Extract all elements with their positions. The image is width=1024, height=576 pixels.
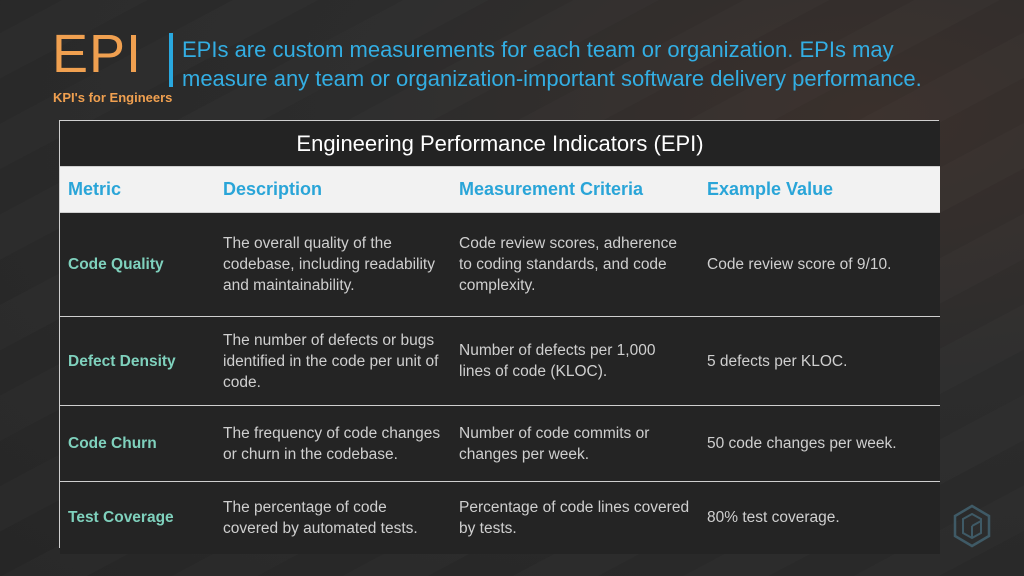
- row-metric: Defect Density: [60, 316, 215, 406]
- row-example: 80% test coverage.: [699, 481, 941, 554]
- table-row: Defect Density The number of defects or …: [60, 316, 941, 406]
- tagline-line-2: measure any team or organization-importa…: [182, 66, 922, 91]
- logo-subtitle: KPI's for Engineers: [53, 90, 173, 105]
- column-header-metric: Metric: [60, 166, 215, 213]
- row-metric: Test Coverage: [60, 481, 215, 554]
- table-row: Code Quality The overall quality of the …: [60, 212, 941, 317]
- column-header-criteria: Measurement Criteria: [451, 166, 699, 213]
- table-header-row: Metric Description Measurement Criteria …: [60, 166, 941, 213]
- logo-title: EPI: [52, 24, 143, 84]
- table-title-row: Engineering Performance Indicators (EPI): [60, 121, 941, 167]
- tagline: EPIs are custom measurements for each te…: [182, 35, 982, 93]
- row-criteria: Number of defects per 1,000 lines of cod…: [451, 316, 699, 406]
- row-metric: Code Quality: [60, 212, 215, 317]
- row-metric: Code Churn: [60, 405, 215, 482]
- hexagon-logo-icon: [953, 504, 991, 548]
- row-criteria: Percentage of code lines covered by test…: [451, 481, 699, 554]
- table-row: Test Coverage The percentage of code cov…: [60, 481, 941, 554]
- row-description: The overall quality of the codebase, inc…: [215, 212, 451, 317]
- column-header-description: Description: [215, 166, 451, 213]
- table-row: Code Churn The frequency of code changes…: [60, 405, 941, 482]
- row-example: 5 defects per KLOC.: [699, 316, 941, 406]
- row-description: The frequency of code changes or churn i…: [215, 405, 451, 482]
- epi-table: Engineering Performance Indicators (EPI)…: [59, 120, 941, 554]
- row-description: The percentage of code covered by automa…: [215, 481, 451, 554]
- header: EPI KPI's for Engineers EPIs are custom …: [0, 0, 1024, 115]
- row-example: 50 code changes per week.: [699, 405, 941, 482]
- table-title: Engineering Performance Indicators (EPI): [60, 121, 941, 167]
- header-divider: [169, 33, 173, 87]
- row-criteria: Number of code commits or changes per we…: [451, 405, 699, 482]
- row-example: Code review score of 9/10.: [699, 212, 941, 317]
- column-header-example: Example Value: [699, 166, 941, 213]
- row-description: The number of defects or bugs identified…: [215, 316, 451, 406]
- row-criteria: Code review scores, adherence to coding …: [451, 212, 699, 317]
- tagline-line-1: EPIs are custom measurements for each te…: [182, 37, 894, 62]
- epi-table-grid: Engineering Performance Indicators (EPI)…: [60, 121, 941, 554]
